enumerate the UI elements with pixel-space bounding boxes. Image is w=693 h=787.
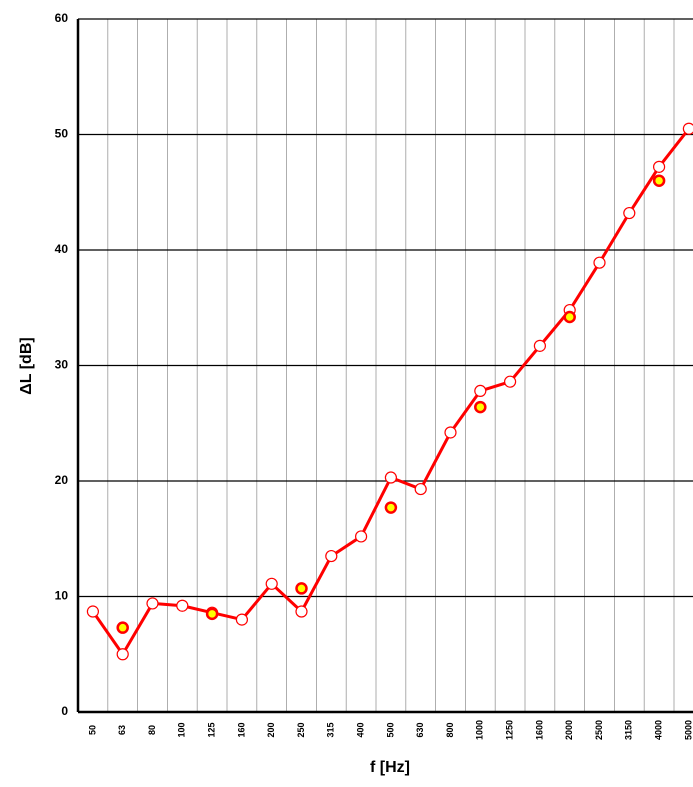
x-tick-label: 1000 — [475, 720, 485, 740]
data-point — [176, 599, 189, 612]
data-point — [414, 482, 427, 496]
data-point — [652, 174, 666, 187]
x-tick-label: 800 — [445, 722, 455, 737]
data-point — [325, 549, 338, 563]
data-point — [474, 400, 487, 414]
data-point — [205, 607, 219, 621]
data-point — [444, 426, 457, 439]
data-point — [116, 648, 129, 661]
x-tick-label: 200 — [266, 722, 276, 737]
y-tick-label: 30 — [55, 358, 69, 372]
data-point — [504, 375, 517, 388]
x-tick-label: 5000 — [683, 720, 693, 740]
data-point — [235, 613, 248, 626]
x-tick-label: 500 — [385, 722, 395, 737]
data-point — [355, 530, 368, 543]
x-tick-label: 63 — [117, 725, 127, 735]
data-point — [563, 310, 576, 324]
y-tick-label: 0 — [61, 704, 68, 718]
y-tick-label: 60 — [55, 11, 69, 25]
x-tick-label: 315 — [326, 722, 336, 737]
x-axis-label: f [Hz] — [370, 759, 410, 776]
data-point — [295, 605, 308, 618]
y-tick-label: 10 — [55, 589, 69, 603]
x-tick-label: 630 — [415, 722, 425, 737]
data-point — [86, 605, 100, 618]
y-tick-label: 50 — [55, 127, 69, 141]
data-point — [384, 471, 397, 484]
x-tick-label: 3150 — [624, 720, 634, 740]
x-tick-label: 50 — [87, 725, 97, 735]
x-tick-label: 160 — [236, 722, 246, 737]
data-point — [623, 206, 636, 220]
data-point — [474, 384, 487, 398]
data-point — [533, 339, 547, 352]
x-tick-label: 1600 — [534, 720, 544, 740]
data-point — [384, 501, 398, 514]
x-tick-label: 4000 — [653, 720, 663, 740]
x-tick-label: 2000 — [564, 720, 574, 740]
data-point — [652, 160, 666, 173]
data-point — [265, 577, 278, 590]
y-tick-label: 40 — [55, 242, 69, 256]
x-tick-label: 250 — [296, 722, 306, 737]
x-tick-label: 125 — [206, 722, 216, 737]
x-tick-label: 100 — [177, 722, 187, 737]
data-point — [116, 621, 129, 634]
data-point — [682, 122, 693, 135]
series-line — [91, 127, 691, 656]
x-tick-label: 1250 — [504, 720, 514, 740]
y-tick-label: 20 — [55, 473, 69, 487]
x-tick-label: 2500 — [594, 720, 604, 740]
data-point — [593, 256, 606, 269]
y-axis-label: ΔL [dB] — [18, 337, 35, 394]
data-point — [146, 597, 159, 610]
x-tick-label: 400 — [355, 722, 365, 737]
x-tick-label: 80 — [147, 725, 157, 735]
data-point — [295, 582, 308, 595]
